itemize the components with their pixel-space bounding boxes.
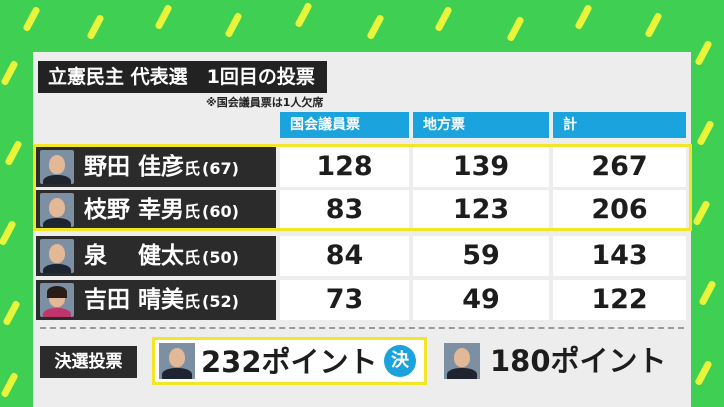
header-local-votes: 地方票 — [413, 112, 549, 138]
local-votes: 123 — [413, 190, 549, 230]
runner-up-points: 180ポイント — [490, 344, 667, 378]
diet-votes: 128 — [280, 147, 409, 187]
runoff-winner: 232ポイント 決 — [152, 337, 427, 385]
diet-votes: 83 — [280, 190, 409, 230]
decided-badge: 決 — [384, 345, 416, 377]
table-row: 吉田 晴美氏 (52) 73 49 122 — [36, 280, 686, 320]
candidate-name-cell: 吉田 晴美氏 (52) — [36, 280, 276, 320]
diet-votes: 84 — [280, 236, 409, 276]
total-votes: 122 — [553, 280, 686, 320]
table-row: 枝野 幸男氏 (60) 83 123 206 — [36, 190, 686, 230]
footnote: ※国会議員票は1人欠席 — [206, 96, 324, 109]
top-two-highlight — [33, 144, 692, 231]
candidate-name-cell: 野田 佳彦氏 (67) — [36, 147, 276, 187]
runoff-runner-up: 180ポイント — [440, 339, 685, 383]
candidate-name: 吉田 晴美氏 (52) — [84, 287, 239, 313]
runner-up-photo — [444, 343, 480, 379]
table-row: 野田 佳彦氏 (67) 128 139 267 — [36, 147, 686, 187]
runoff-label: 決選投票 — [40, 346, 137, 378]
total-votes: 143 — [553, 236, 686, 276]
candidate-photo — [40, 150, 74, 184]
divider — [40, 327, 684, 329]
candidate-name-cell: 枝野 幸男氏 (60) — [36, 190, 276, 230]
total-votes: 267 — [553, 147, 686, 187]
candidate-photo — [40, 283, 74, 317]
local-votes: 49 — [413, 280, 549, 320]
local-votes: 59 — [413, 236, 549, 276]
diet-votes: 73 — [280, 280, 409, 320]
header-total: 計 — [553, 112, 686, 138]
table-row: 泉 健太氏 (50) 84 59 143 — [36, 236, 686, 276]
winner-photo — [159, 343, 195, 379]
candidate-photo — [40, 193, 74, 227]
local-votes: 139 — [413, 147, 549, 187]
candidate-name: 泉 健太氏 (50) — [84, 243, 239, 269]
winner-points: 232ポイント — [201, 345, 378, 379]
candidate-name-cell: 泉 健太氏 (50) — [36, 236, 276, 276]
total-votes: 206 — [553, 190, 686, 230]
candidate-name: 野田 佳彦氏 (67) — [84, 154, 239, 180]
candidate-photo — [40, 239, 74, 273]
page-title: 立憲民主 代表選 1回目の投票 — [38, 61, 327, 93]
header-diet-votes: 国会議員票 — [280, 112, 409, 138]
candidate-name: 枝野 幸男氏 (60) — [84, 197, 239, 223]
